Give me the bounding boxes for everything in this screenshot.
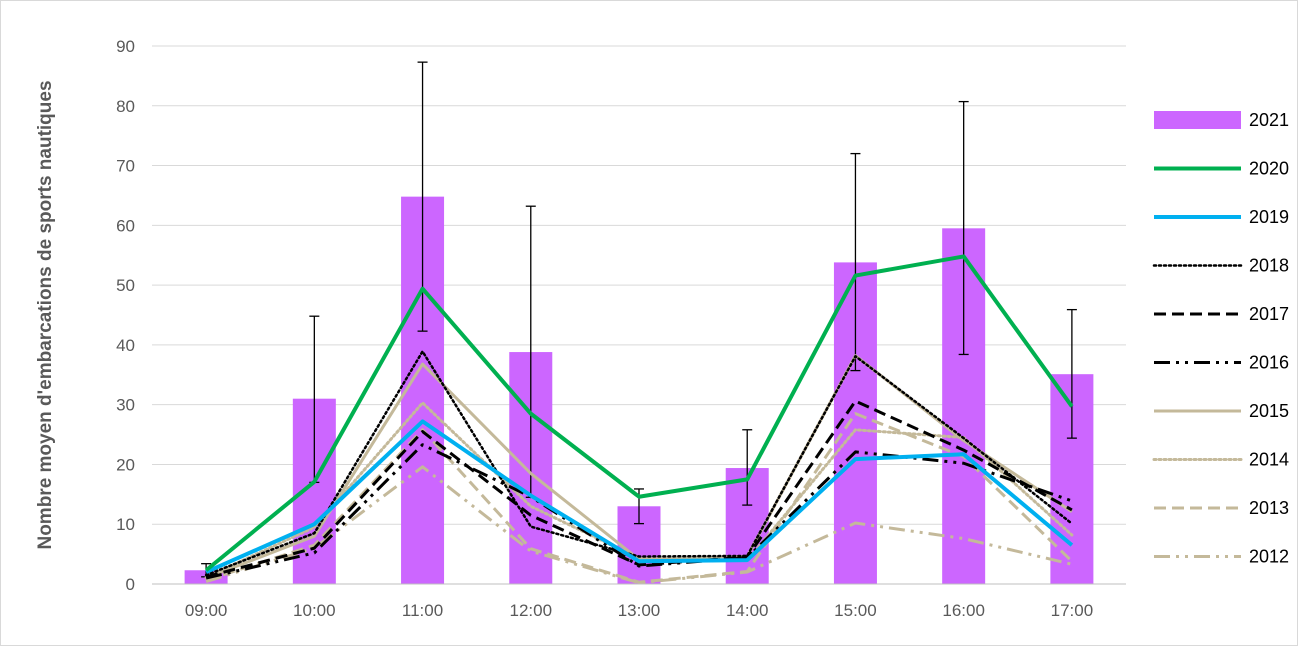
y-tick-label: 30 bbox=[116, 396, 135, 415]
y-tick-label: 90 bbox=[116, 37, 135, 56]
legend-label: 2014 bbox=[1249, 450, 1289, 470]
line-2020 bbox=[204, 254, 1074, 572]
y-tick-label: 70 bbox=[116, 157, 135, 176]
legend-label: 2021 bbox=[1249, 110, 1289, 130]
x-tick-label: 15:00 bbox=[834, 601, 877, 620]
y-tick-label: 60 bbox=[116, 216, 135, 235]
x-tick-label: 14:00 bbox=[726, 601, 769, 620]
y-axis-ticks: 0 10 20 30 40 50 60 70 80 90 bbox=[116, 37, 135, 594]
line-2019 bbox=[205, 419, 1074, 574]
line-2017 bbox=[205, 399, 1073, 579]
x-tick-label: 16:00 bbox=[942, 601, 985, 620]
legend-label: 2017 bbox=[1249, 304, 1289, 324]
y-tick-label: 40 bbox=[116, 336, 135, 355]
x-tick-label: 12:00 bbox=[510, 601, 553, 620]
y-tick-label: 50 bbox=[116, 276, 135, 295]
x-tick-label: 10:00 bbox=[293, 601, 336, 620]
legend-label: 2019 bbox=[1249, 207, 1289, 227]
y-tick-label: 0 bbox=[126, 575, 135, 594]
x-tick-label: 13:00 bbox=[618, 601, 661, 620]
y-axis-label: Nombre moyen d'embarcations de sports na… bbox=[35, 80, 56, 549]
legend-label: 2015 bbox=[1249, 401, 1289, 421]
error-bars bbox=[201, 61, 1077, 578]
legend-label: 2018 bbox=[1249, 256, 1289, 276]
legend: 2021 2020 2019 2018 2017 2016 2015 2014 2013 2012 bbox=[1152, 110, 1289, 567]
legend-label: 2012 bbox=[1249, 547, 1289, 567]
y-tick-label: 20 bbox=[116, 455, 135, 474]
legend-swatch-bar bbox=[1154, 111, 1241, 129]
legend-label: 2013 bbox=[1249, 498, 1289, 518]
y-tick-label: 10 bbox=[116, 515, 135, 534]
x-axis: 09:00 10:00 11:00 12:00 13:00 14:00 15:00 16:00… bbox=[152, 583, 1126, 620]
line-2018 bbox=[204, 350, 1074, 577]
line-2013 bbox=[205, 412, 1073, 584]
x-tick-label: 11:00 bbox=[402, 601, 443, 620]
x-tick-label: 17:00 bbox=[1051, 601, 1094, 620]
legend-label: 2016 bbox=[1249, 353, 1289, 373]
x-tick-label: 09:00 bbox=[185, 601, 228, 620]
y-tick-label: 80 bbox=[116, 97, 135, 116]
legend-label: 2020 bbox=[1249, 159, 1289, 179]
line-series bbox=[204, 254, 1074, 585]
